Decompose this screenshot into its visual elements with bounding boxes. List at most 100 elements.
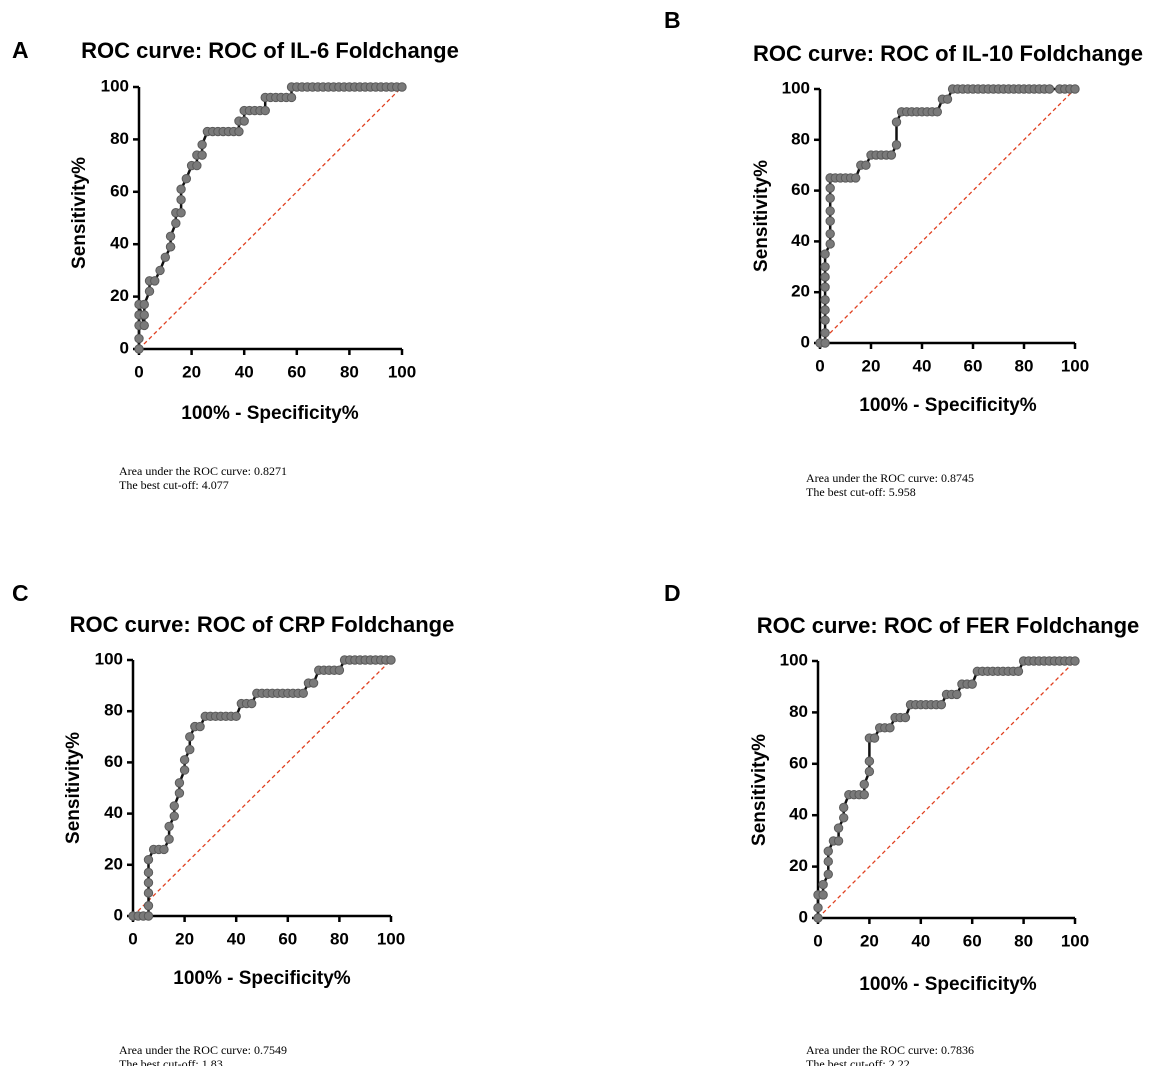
- roc-panel-b: B ROC curve: ROC of IL-10 Foldchange 0 20 40…: [664, 7, 1143, 499]
- roc-point: [820, 338, 830, 348]
- roc-point: [1070, 84, 1080, 94]
- roc-point: [143, 867, 154, 878]
- roc-point: [864, 756, 875, 766]
- x-tick-label: 100: [1061, 356, 1089, 375]
- roc-point: [851, 173, 861, 183]
- panel-letter: A: [12, 37, 29, 63]
- cutoff-annotation: The best cut-off: 5.958: [806, 485, 916, 499]
- roc-point: [169, 811, 179, 821]
- x-tick-label: 80: [1014, 931, 1033, 950]
- x-tick-label: 100: [377, 929, 405, 948]
- roc-point: [1070, 656, 1080, 666]
- x-tick-label: 40: [911, 931, 930, 950]
- roc-point: [169, 801, 179, 811]
- roc-point: [825, 193, 835, 203]
- x-tick-label: 20: [182, 362, 201, 381]
- roc-panel-d: D ROC curve: ROC of FER Foldchange 0 20 40 60…: [664, 580, 1139, 1066]
- roc-point: [176, 194, 186, 205]
- roc-point: [176, 184, 186, 194]
- roc-point: [864, 766, 875, 777]
- auc-annotation: Area under the ROC curve: 0.7549: [119, 1043, 287, 1057]
- y-tick-label: 40: [110, 234, 129, 253]
- chart-title: ROC curve: ROC of IL-6 Foldchange: [81, 38, 459, 63]
- y-tick-label: 80: [104, 701, 123, 720]
- y-tick-label: 80: [789, 702, 808, 721]
- roc-point: [839, 802, 849, 813]
- x-tick-label: 0: [815, 356, 824, 375]
- y-tick-label: 100: [782, 78, 810, 97]
- roc-point: [818, 879, 828, 890]
- x-tick-label: 80: [340, 362, 359, 381]
- roc-point: [825, 239, 835, 249]
- y-tick-label: 100: [101, 76, 129, 95]
- roc-point: [143, 911, 154, 921]
- roc-point: [234, 126, 244, 137]
- roc-panel-c: C ROC curve: ROC of CRP Foldchange 0 20 40 60…: [12, 580, 454, 1066]
- roc-point: [833, 823, 844, 833]
- chart-title: ROC curve: ROC of FER Foldchange: [757, 613, 1140, 638]
- x-axis-label: 100% - Specificity%: [181, 403, 359, 424]
- auc-annotation: Area under the ROC curve: 0.8745: [806, 471, 974, 485]
- x-tick-label: 20: [860, 931, 879, 950]
- x-tick-label: 40: [235, 362, 254, 381]
- x-tick-label: 20: [175, 929, 194, 948]
- y-tick-label: 40: [104, 803, 123, 822]
- roc-point: [143, 854, 154, 865]
- roc-point: [143, 878, 154, 888]
- x-tick-label: 40: [227, 929, 246, 948]
- y-tick-label: 20: [789, 856, 808, 875]
- roc-point: [139, 310, 149, 320]
- roc-point: [820, 262, 830, 272]
- roc-panel-a: A ROC curve: ROC of IL-6 Foldchange 0 20 40 6…: [12, 37, 459, 492]
- roc-point: [246, 698, 257, 709]
- reference-diagonal-line: [132, 659, 392, 917]
- roc-point: [165, 242, 176, 252]
- x-axis-label: 100% - Specificity%: [173, 968, 351, 989]
- roc-point: [160, 252, 171, 262]
- roc-point: [159, 844, 169, 855]
- roc-point: [192, 160, 202, 171]
- reference-diagonal-line: [138, 86, 403, 350]
- y-tick-label: 40: [791, 231, 810, 250]
- roc-point: [179, 765, 190, 775]
- y-tick-label: 80: [110, 129, 129, 148]
- roc-point: [886, 150, 897, 160]
- roc-point: [942, 94, 953, 104]
- x-axis-label: 100% - Specificity%: [859, 974, 1037, 995]
- roc-point: [818, 890, 828, 900]
- roc-point: [150, 276, 160, 286]
- roc-point: [820, 315, 830, 325]
- roc-point: [139, 320, 149, 331]
- x-tick-label: 80: [330, 929, 349, 948]
- roc-point: [144, 286, 155, 297]
- y-tick-label: 20: [104, 854, 123, 873]
- reference-diagonal-line: [817, 660, 1076, 919]
- roc-point: [820, 282, 830, 292]
- x-tick-label: 100: [1061, 931, 1089, 950]
- roc-point: [823, 856, 833, 867]
- roc-point: [820, 295, 830, 305]
- roc-point: [174, 778, 185, 788]
- x-tick-label: 20: [862, 356, 881, 375]
- roc-point: [181, 174, 192, 184]
- roc-point: [308, 678, 319, 688]
- roc-point: [952, 689, 962, 700]
- roc-point: [231, 711, 241, 722]
- roc-point: [861, 160, 871, 170]
- roc-point: [820, 305, 830, 315]
- roc-point: [1044, 84, 1055, 94]
- x-tick-label: 0: [128, 929, 137, 948]
- y-tick-label: 60: [104, 752, 123, 771]
- roc-point: [239, 116, 249, 126]
- chart-title: ROC curve: ROC of CRP Foldchange: [70, 612, 455, 637]
- y-tick-label: 0: [801, 332, 810, 351]
- y-axis-label: Sensitivity%: [751, 160, 772, 272]
- roc-point: [820, 328, 830, 338]
- roc-point: [825, 216, 835, 226]
- roc-point: [165, 231, 176, 242]
- y-tick-label: 60: [791, 180, 810, 199]
- roc-point: [967, 679, 977, 689]
- x-tick-label: 60: [964, 356, 983, 375]
- y-tick-label: 20: [110, 286, 129, 305]
